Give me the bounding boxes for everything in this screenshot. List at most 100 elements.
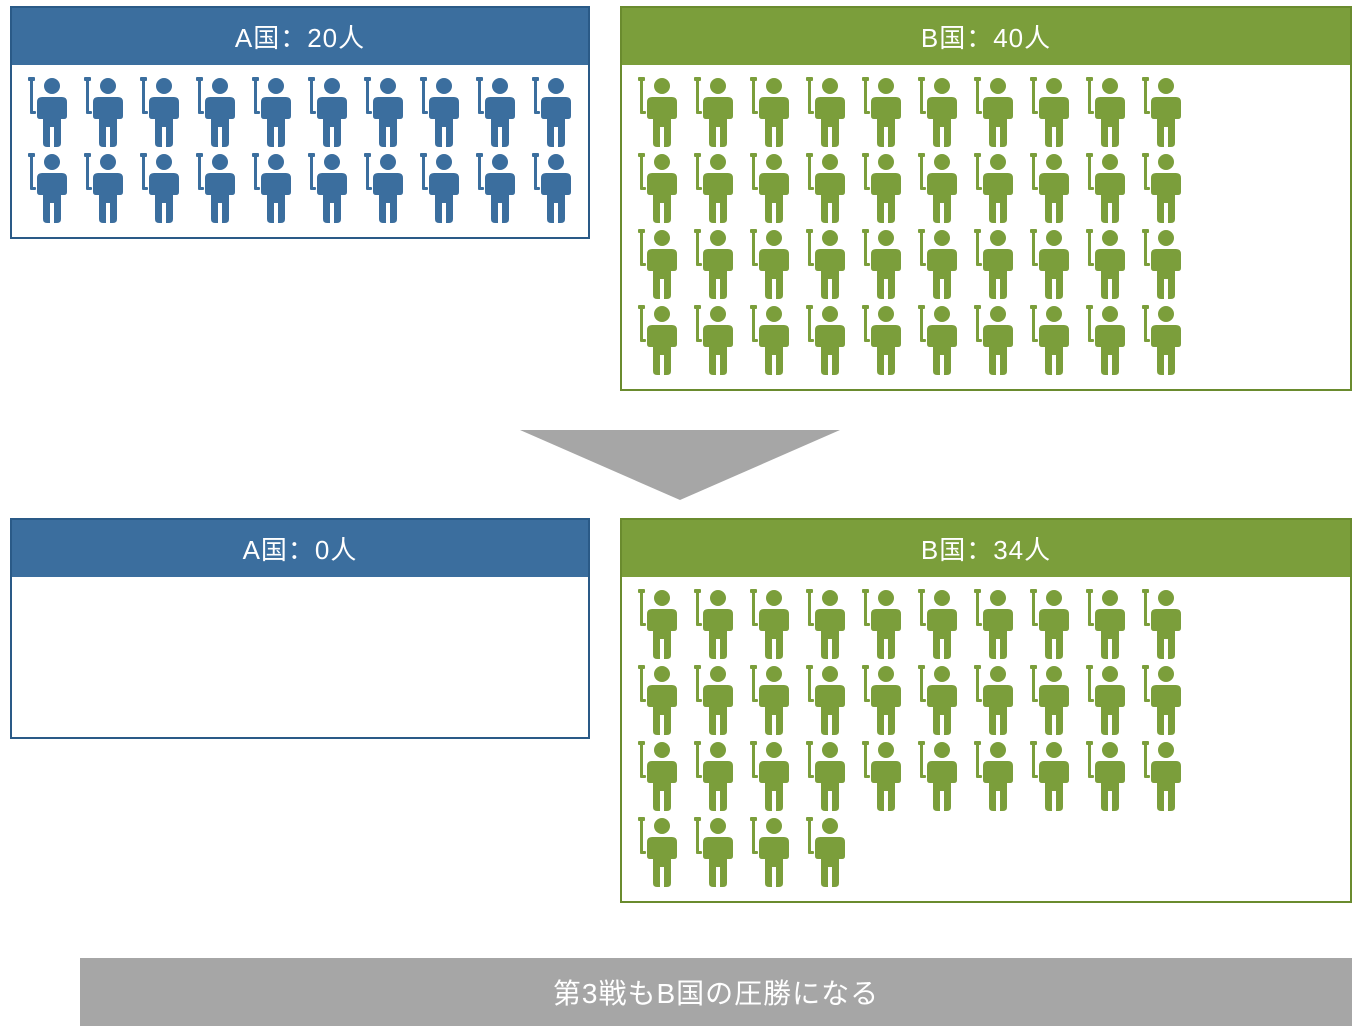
soldier-icon [746,151,796,223]
panel-a-before-title: A国：20人 [12,8,588,65]
soldier-icon [914,663,964,735]
soldier-icon [24,75,74,147]
soldier-icon [248,75,298,147]
soldier-row [634,151,1338,223]
soldier-icon [634,151,684,223]
soldier-icon [24,151,74,223]
footer-caption: 第3戦もB国の圧勝になる [80,958,1352,1026]
soldier-row [24,151,576,223]
soldier-icon [1082,739,1132,811]
soldier-row [634,75,1338,147]
soldier-icon [690,815,740,887]
soldier-icon [1082,587,1132,659]
soldier-icon [858,151,908,223]
soldier-icon [528,75,578,147]
soldier-icon [1138,663,1188,735]
soldier-icon [690,75,740,147]
soldier-icon [746,739,796,811]
soldier-icon [1026,587,1076,659]
soldier-icon [1082,663,1132,735]
soldier-icon [360,75,410,147]
soldier-icon [1138,227,1188,299]
soldier-icon [802,75,852,147]
soldier-icon [858,303,908,375]
soldier-icon [858,75,908,147]
panel-country-b-before: B国：40人 [620,6,1352,391]
soldier-icon [746,75,796,147]
soldier-icon [858,227,908,299]
panel-country-a-before: A国：20人 [10,6,590,239]
soldier-icon [690,663,740,735]
soldier-icon [1082,303,1132,375]
soldier-icon [304,151,354,223]
arrow-down-icon [520,430,840,500]
soldier-icon [1026,151,1076,223]
soldier-icon [416,151,466,223]
soldier-icon [1138,739,1188,811]
soldier-icon [802,587,852,659]
panel-a-before-body [12,65,588,237]
soldier-icon [136,151,186,223]
soldier-icon [746,663,796,735]
soldier-icon [136,75,186,147]
soldier-icon [634,227,684,299]
soldier-icon [746,303,796,375]
soldier-icon [1082,227,1132,299]
soldier-icon [1026,75,1076,147]
soldier-icon [1026,663,1076,735]
soldier-icon [634,303,684,375]
soldier-icon [914,303,964,375]
soldier-icon [1138,151,1188,223]
soldier-icon [1026,739,1076,811]
soldier-icon [1026,303,1076,375]
soldier-icon [970,739,1020,811]
soldier-icon [690,227,740,299]
panel-b-before-title: B国：40人 [622,8,1350,65]
soldier-icon [634,587,684,659]
panel-b-after-body [622,577,1350,901]
soldier-icon [914,227,964,299]
soldier-icon [304,75,354,147]
soldier-icon [1026,227,1076,299]
soldier-icon [802,739,852,811]
soldier-icon [634,739,684,811]
soldier-icon [858,663,908,735]
soldier-icon [970,75,1020,147]
soldier-row [634,739,1338,811]
panel-a-after-body [12,577,588,737]
panel-a-after-title: A国：0人 [12,520,588,577]
soldier-icon [690,151,740,223]
soldier-icon [690,587,740,659]
soldier-icon [858,587,908,659]
soldier-row [634,663,1338,735]
soldier-icon [802,303,852,375]
soldier-icon [416,75,466,147]
soldier-row [634,227,1338,299]
soldier-icon [746,815,796,887]
soldier-icon [360,151,410,223]
soldier-icon [192,75,242,147]
soldier-icon [914,739,964,811]
soldier-icon [634,663,684,735]
soldier-icon [1138,75,1188,147]
soldier-icon [80,151,130,223]
panel-country-a-after: A国：0人 [10,518,590,739]
soldier-icon [970,151,1020,223]
soldier-icon [634,75,684,147]
soldier-icon [858,739,908,811]
soldier-icon [970,303,1020,375]
soldier-icon [528,151,578,223]
soldier-icon [802,663,852,735]
soldier-icon [970,663,1020,735]
soldier-icon [802,815,852,887]
soldier-icon [802,151,852,223]
soldier-icon [634,815,684,887]
soldier-icon [690,303,740,375]
soldier-icon [914,151,964,223]
soldier-icon [472,151,522,223]
soldier-icon [746,587,796,659]
panel-country-b-after: B国：34人 [620,518,1352,903]
soldier-icon [802,227,852,299]
soldier-icon [690,739,740,811]
soldier-icon [80,75,130,147]
